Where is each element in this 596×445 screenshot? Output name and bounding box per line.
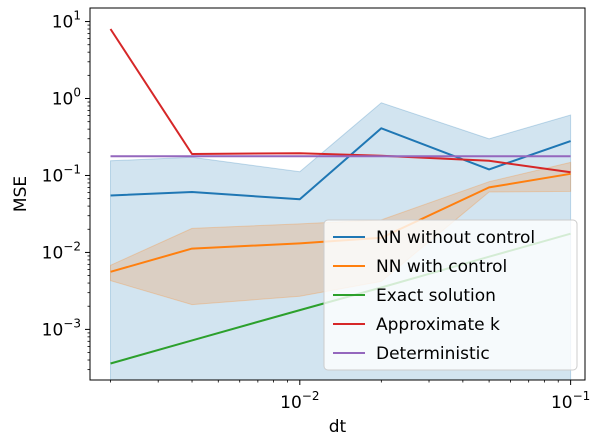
legend-label-approximate-k: Approximate k bbox=[376, 315, 500, 335]
legend-label-nn-with-control: NN with control bbox=[376, 257, 507, 277]
x-tick-label: 10−1 bbox=[551, 389, 590, 413]
y-axis-label: MSE bbox=[11, 176, 31, 212]
legend-box bbox=[323, 219, 578, 371]
x-tick-label: 10−2 bbox=[280, 389, 319, 413]
plot-frame bbox=[89, 7, 586, 381]
axis-ticks: 10−2 10−1 10−3 10−2 10−1 100 101 bbox=[42, 9, 591, 413]
y-tick-label: 101 bbox=[52, 9, 81, 33]
series-line-nn-without-control bbox=[110, 127, 571, 201]
series-line-approximate-k bbox=[109, 28, 571, 174]
y-tick-label: 100 bbox=[52, 86, 81, 110]
legend-label-nn-without-control: NN without control bbox=[376, 228, 535, 248]
legend-label-exact-solution: Exact solution bbox=[376, 286, 496, 306]
x-axis-label: dt bbox=[329, 417, 347, 437]
legend: NN without control NN with control Exact s… bbox=[323, 219, 578, 371]
legend-label-deterministic: Deterministic bbox=[376, 344, 490, 364]
y-tick-label: 10−1 bbox=[42, 162, 81, 186]
y-tick-label: 10−3 bbox=[42, 316, 81, 340]
y-tick-label: 10−2 bbox=[42, 239, 81, 263]
